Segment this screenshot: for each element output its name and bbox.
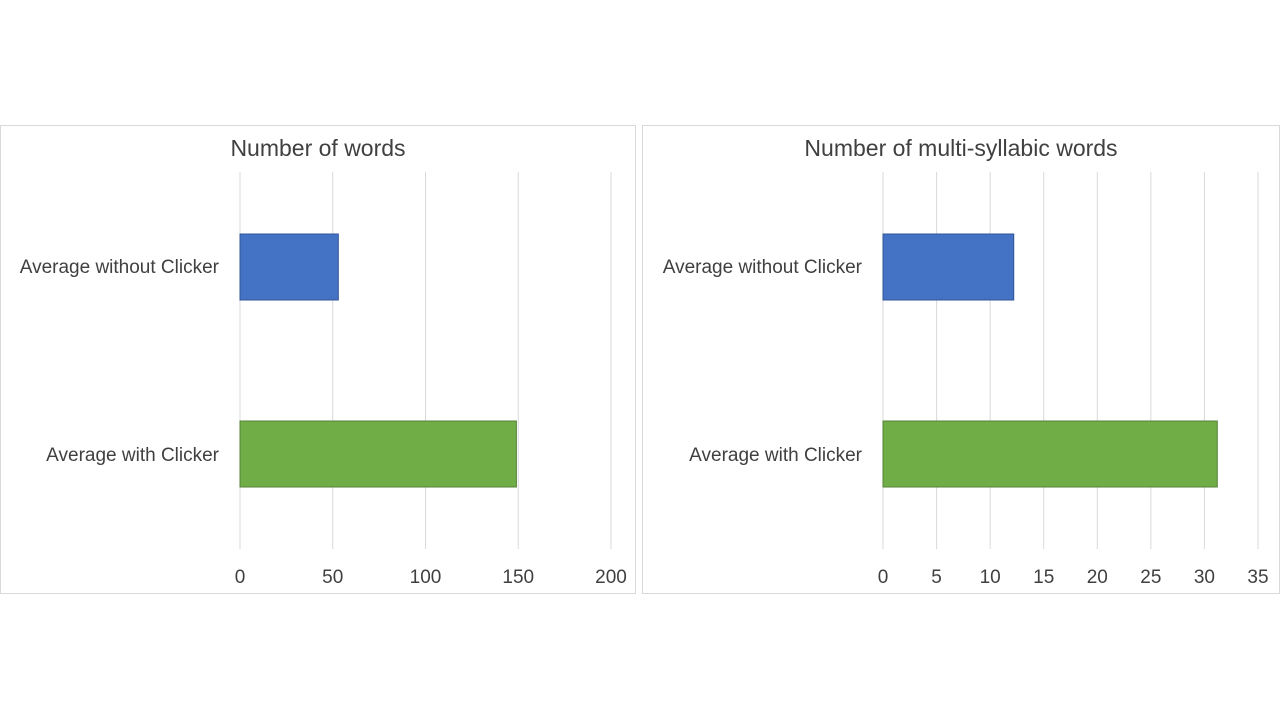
chart-2-title: Number of multi-syllabic words (804, 135, 1117, 161)
chart-1-tick-label-100: 100 (410, 567, 442, 588)
chart-1-tick-label-50: 50 (322, 567, 343, 588)
chart-2-tick-label-20: 20 (1087, 567, 1108, 588)
chart-2-tick-label-30: 30 (1194, 567, 1215, 588)
chart-2-tick-label-10: 10 (980, 567, 1001, 588)
chart-2-bar-without-clicker (882, 233, 1015, 301)
chart-number-of-words: Number of words Average without Clicker … (0, 125, 636, 594)
chart-1-category-label-with-clicker: Average with Clicker (46, 445, 220, 466)
chart-2-category-label-without-clicker: Average without Clicker (663, 257, 863, 278)
chart-2-bars (882, 233, 1218, 488)
chart-2-area (642, 125, 1280, 594)
chart-2-tick-label-5: 5 (931, 567, 942, 588)
chart-2-tick-label-0: 0 (878, 567, 889, 588)
chart-1-bar-without-clicker (239, 233, 339, 301)
chart-1-tick-label-150: 150 (502, 567, 534, 588)
chart-1-area (0, 125, 636, 594)
chart-1-bar-with-clicker (239, 420, 517, 488)
chart-1-tick-label-200: 200 (595, 567, 627, 588)
chart-2-category-label-with-clicker: Average with Clicker (689, 445, 863, 466)
chart-2-tick-labels: 0 5 10 15 20 25 30 35 (878, 567, 1269, 588)
chart-1-bars (239, 233, 517, 488)
chart-2-tick-label-15: 15 (1033, 567, 1054, 588)
chart-1-tick-labels: 0 50 100 150 200 (235, 567, 627, 588)
chart-2-bar-with-clicker (882, 420, 1218, 488)
chart-number-of-multi-syllabic-words: Number of multi-syllabic words Average w… (642, 125, 1280, 594)
chart-2-tick-label-35: 35 (1247, 567, 1268, 588)
chart-1-tick-label-0: 0 (235, 567, 246, 588)
chart-1-category-label-without-clicker: Average without Clicker (20, 257, 220, 278)
chart-2-tick-label-25: 25 (1140, 567, 1161, 588)
chart-1-title: Number of words (230, 135, 405, 161)
